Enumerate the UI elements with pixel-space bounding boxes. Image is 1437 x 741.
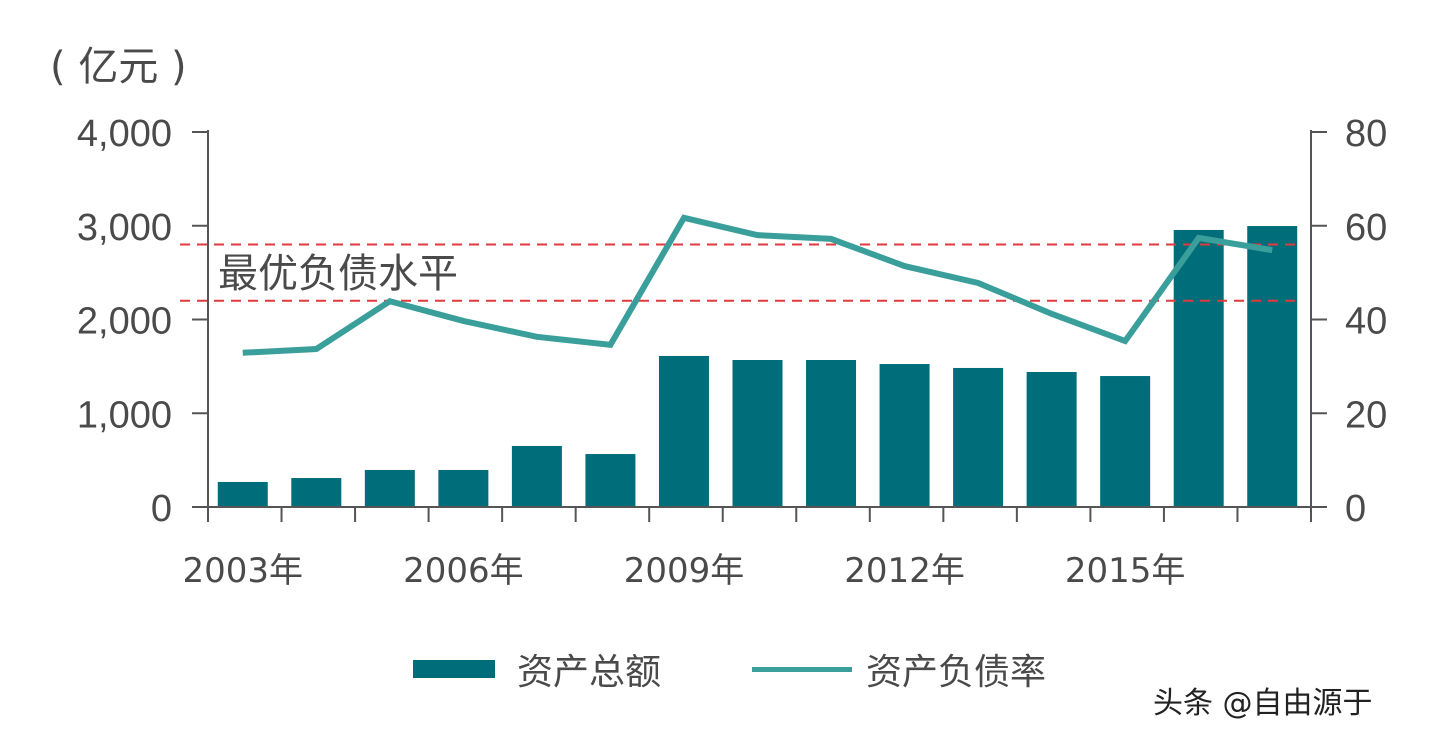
x-tick-label: 2015年 [1065, 551, 1186, 591]
reference-band-label: 最优负债水平 [218, 251, 458, 297]
bar-2004 [291, 478, 342, 507]
bar-2003 [217, 481, 268, 507]
bar-2016 [1173, 229, 1224, 507]
right-tick-label: 60 [1345, 207, 1387, 249]
legend-label-bar: 资产总额 [517, 652, 661, 693]
left-tick-label: 0 [151, 488, 172, 530]
bar-2015 [1100, 376, 1151, 507]
right-tick-label: 0 [1345, 488, 1366, 530]
watermark: 头条 @自由源于 [1153, 686, 1373, 721]
left-axis-unit: ( 亿元 ) [50, 44, 187, 90]
legend-label-line: 资产负债率 [866, 652, 1046, 693]
left-tick-label: 3,000 [77, 207, 172, 249]
bar-2010 [732, 360, 783, 507]
left-tick-label: 1,000 [77, 394, 172, 436]
bar-2011 [806, 360, 857, 507]
legend-swatch-bar [413, 660, 495, 678]
bar-2008 [585, 454, 636, 507]
x-tick-label: 2012年 [844, 551, 965, 591]
right-tick-label: 20 [1345, 394, 1387, 436]
bar-2009 [658, 355, 709, 507]
right-tick-label: 80 [1345, 113, 1387, 155]
x-tick-label: 2009年 [624, 551, 745, 591]
legend: 资产总额 资产负债率 [413, 652, 1046, 693]
right-tick-label: 40 [1345, 301, 1387, 343]
x-tick-label: 2003年 [183, 551, 304, 591]
x-tick-label: 2006年 [403, 551, 524, 591]
bar-2014 [1026, 372, 1077, 507]
left-tick-label: 4,000 [77, 113, 172, 155]
bar-2005 [364, 469, 415, 507]
bar-2012 [879, 364, 930, 507]
legend-swatch-line [752, 667, 852, 672]
bar-2017 [1247, 226, 1298, 507]
bar-2013 [953, 367, 1004, 507]
bar-2006 [438, 469, 489, 507]
bar-2007 [511, 445, 562, 507]
left-tick-label: 2,000 [77, 301, 172, 343]
